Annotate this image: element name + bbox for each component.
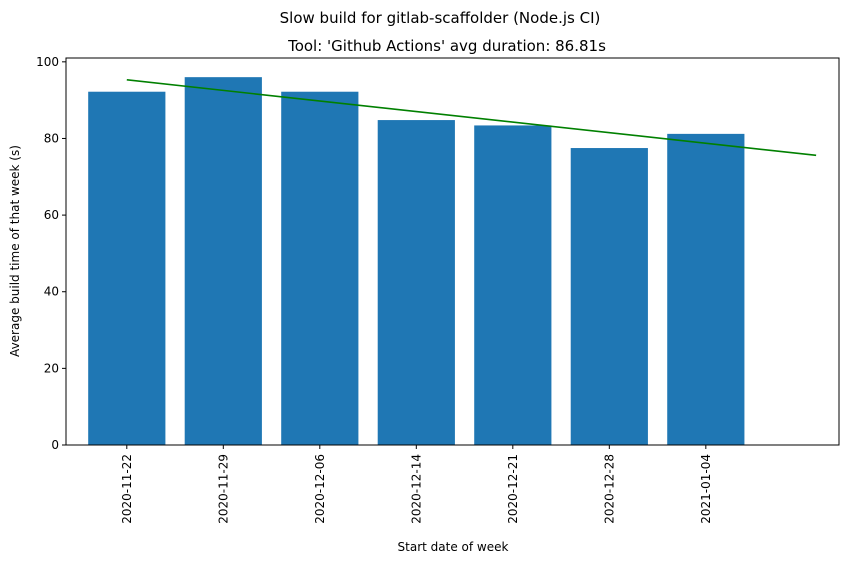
x-tick-label-2020-12-28: 2020-12-28 <box>602 454 616 524</box>
bar-2020-11-29 <box>184 77 262 445</box>
y-axis-label: Average build time of that week (s) <box>8 145 22 357</box>
x-tick-label-2020-12-14: 2020-12-14 <box>409 454 423 524</box>
bar-2020-12-28 <box>570 148 648 445</box>
bars-group <box>88 77 745 446</box>
trend-line-group <box>126 79 817 157</box>
bar-2020-12-21 <box>474 125 552 445</box>
bar-2020-11-22 <box>88 91 166 445</box>
y-tick-label-40: 40 <box>44 285 59 299</box>
bar-2020-12-06 <box>281 91 359 445</box>
x-tick-label-2020-12-21: 2020-12-21 <box>506 454 520 524</box>
x-axis-ticks: 2020-11-22 2020-11-29 2020-12-06 2020-12-14… <box>120 445 713 524</box>
chart-title: Tool: 'Github Actions' avg duration: 86.… <box>287 37 606 55</box>
x-tick-label-2020-11-22: 2020-11-22 <box>120 454 134 524</box>
x-tick-label-2020-11-29: 2020-11-29 <box>216 454 230 524</box>
y-tick-label-60: 60 <box>44 208 59 222</box>
y-axis-ticks: 0 20 40 60 80 100 <box>36 55 66 452</box>
x-tick-label-2021-01-04: 2021-01-04 <box>699 454 713 524</box>
y-tick-label-0: 0 <box>51 438 59 452</box>
bar-2020-12-14 <box>377 120 455 445</box>
chart-suptitle: Slow build for gitlab-scaffolder (Node.j… <box>280 9 601 27</box>
y-tick-label-100: 100 <box>36 55 59 69</box>
plot-frame <box>65 57 840 446</box>
bar-2021-01-04 <box>667 133 745 446</box>
trend-line <box>126 79 817 157</box>
y-tick-label-80: 80 <box>44 131 59 145</box>
x-tick-label-2020-12-06: 2020-12-06 <box>313 454 327 524</box>
x-axis-label: Start date of week <box>398 540 509 554</box>
y-tick-label-20: 20 <box>44 361 59 375</box>
